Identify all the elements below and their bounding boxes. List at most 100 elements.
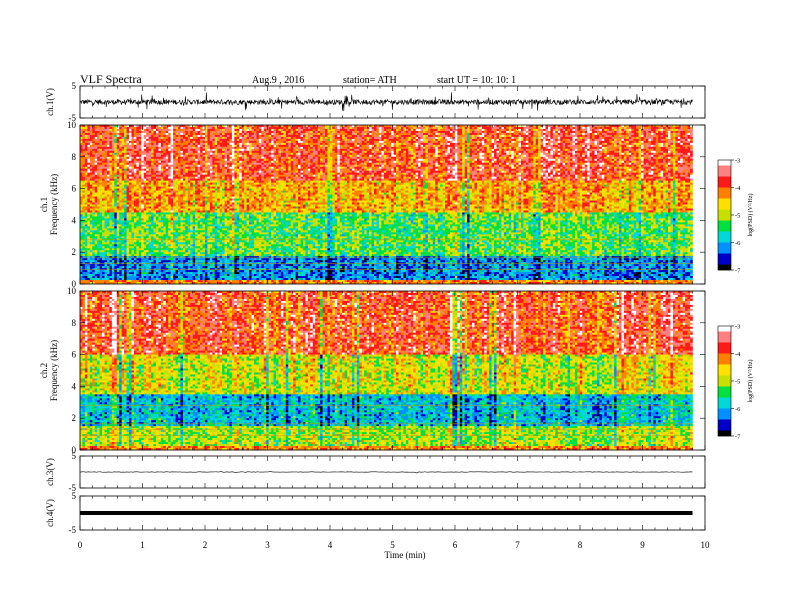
spectrogram-cell [572,141,575,143]
spectrogram-cell [122,133,125,135]
spectrogram-cell [599,135,602,137]
spectrogram-cell [100,137,103,139]
spectrogram-cell [163,127,166,129]
spectrogram-cell [293,135,296,137]
spectrogram-cell [276,141,279,143]
spectrogram-cell [680,129,683,131]
spectrogram-cell [648,129,651,131]
spectrogram-cell [303,145,306,147]
spectrogram-cell [511,145,514,147]
spectrogram-cell [242,143,245,145]
spectrogram-cell [526,135,529,137]
spectrogram-cell [673,133,676,135]
spectrogram-cell [173,137,176,139]
spectrogram-cell [403,131,406,133]
spectrogram-cell [205,139,208,141]
spectrogram-cell [612,139,615,141]
spectrogram-cell [347,131,350,133]
spectrogram-cell [408,133,411,135]
spectrogram-cell [357,131,360,133]
spectrogram-cell [200,131,203,133]
spectrogram-cell [418,147,421,149]
spectrogram-cell [95,135,98,137]
spectrogram-cell [112,137,115,139]
spectrogram-cell [492,127,495,129]
spectrogram-cell [237,135,240,137]
spectrogram-cell [653,135,656,137]
spectrogram-cell [685,131,688,133]
spectrogram-cell [100,133,103,135]
spectrogram-cell [249,145,252,147]
spectrogram-cell [171,135,174,137]
spectrogram-cell [266,141,269,143]
spectrogram-cell [274,135,277,137]
spectrogram-cell [440,133,443,135]
spectrogram-cell [543,139,546,141]
spectrogram-cell [592,145,595,147]
spectrogram-cell [629,135,632,137]
spectrogram-cell [254,127,257,129]
spectrogram-cell [394,131,397,133]
spectrogram-cell [521,137,524,139]
spectrogram-cell [641,133,644,135]
spectrogram-cell [274,129,277,131]
spectrogram-cell [259,143,262,145]
spectrogram-cell [626,145,629,147]
spectrogram-cell [325,129,328,131]
spectrogram-cell [523,133,526,135]
spectrogram-cell [590,129,593,131]
spectrogram-cell [318,131,321,133]
spectrogram-cell [577,145,580,147]
spectrogram-cell [220,135,223,137]
spectrogram-cell [428,133,431,135]
spectrogram-cell [519,137,522,139]
spectrogram-cell [146,131,149,133]
spectrogram-cell [205,141,208,143]
spectrogram-cell [261,143,264,145]
spectrogram-cell [291,147,294,149]
spectrogram-cell [423,143,426,145]
spectrogram-cell [362,139,365,141]
spectrogram-cell [663,139,666,141]
spectrogram-cell [428,139,431,141]
spectrogram-cell [477,129,480,131]
spectrogram-cell [87,129,90,131]
spectrogram-cell [256,145,259,147]
spectrogram-cell [482,135,485,137]
spectrogram-cell [528,129,531,131]
spectrogram-cell [448,127,451,129]
spectrogram-cell [87,133,90,135]
spectrogram-cell [345,137,348,139]
spectrogram-cell [124,147,127,149]
spectrogram-cell [256,143,259,145]
spectrogram-cell [585,135,588,137]
spectrogram-cell [212,145,215,147]
spectrogram-cell [536,137,539,139]
spectrogram-cell [467,145,470,147]
spectrogram-cell [237,145,240,147]
spectrogram-cell [506,137,509,139]
spectrogram-cell [367,137,370,139]
spectrogram-cell [87,135,90,137]
spectrogram-cell [690,143,693,145]
spectrogram-cell [506,131,509,133]
spectrogram-cell [658,131,661,133]
spectrogram-cell [477,127,480,129]
spectrogram-cell [670,133,673,135]
spectrogram-cell [119,147,122,149]
spectrogram-cell [318,141,321,143]
spectrogram-cell [521,145,524,147]
spectrogram-cell [274,127,277,129]
spectrogram-cell [666,141,669,143]
spectrogram-cell [146,141,149,143]
spectrogram-cell [421,137,424,139]
spectrogram-cell [680,137,683,139]
spectrogram-cell [357,143,360,145]
spectrogram-cell [433,127,436,129]
spectrogram-cell [690,145,693,147]
spectrogram-cell [80,139,83,141]
spectrogram-cell [386,127,389,129]
spectrogram-cell [154,143,157,145]
spectrogram-cell [80,129,83,131]
